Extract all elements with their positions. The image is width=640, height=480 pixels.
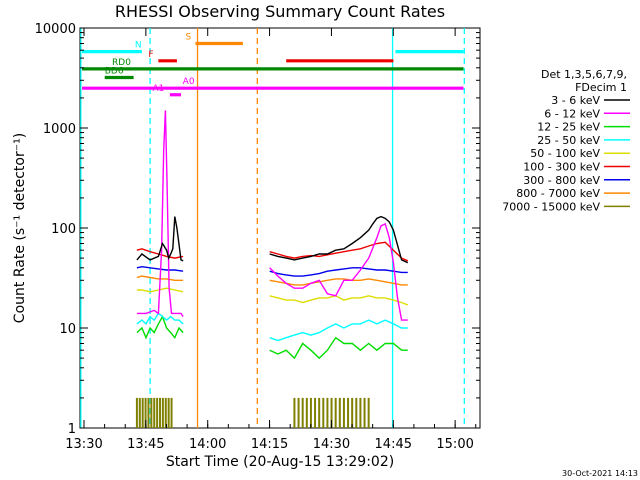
series-6-12-kev — [136, 110, 408, 321]
series-line-segment — [136, 265, 184, 272]
legend-label: 100 - 300 keV — [523, 161, 600, 174]
x-tick-label: 14:15 — [251, 437, 288, 452]
series-3-6-kev — [136, 215, 409, 264]
flag-label-s: S — [185, 32, 191, 42]
x-tick-label: 14:00 — [189, 437, 226, 452]
x-tick-label: 14:45 — [375, 437, 412, 452]
series-line-segment — [269, 267, 408, 277]
series-line-segment — [269, 222, 408, 321]
series-line-segment — [269, 336, 408, 360]
series-line-segment — [269, 319, 408, 342]
series-line-segment — [269, 295, 409, 306]
flag-label-a0: A0 — [183, 77, 195, 87]
series-100-300-kev — [136, 241, 409, 262]
legend-header-line: FDecim 1 — [575, 81, 627, 94]
axes-ticks: 13:30 13:45 14:00 14:15 14:30 14:45 15:00 1 10 10… — [35, 22, 480, 452]
chart-title: RHESSI Observing Summary Count Rates — [115, 2, 445, 21]
series-300-800-kev — [136, 265, 408, 277]
flag-label-f: F — [148, 50, 153, 60]
legend-label: 7000 - 15000 keV — [502, 200, 600, 213]
x-axis-label: Start Time (20-Aug-15 13:29:02) — [166, 454, 394, 470]
x-tick-label: 15:00 — [436, 437, 473, 452]
y-tick-label: 1000 — [43, 122, 76, 137]
legend-label: 12 - 25 keV — [537, 121, 600, 134]
flag-label-bd6: BD6 — [105, 66, 124, 76]
y-axis-label: Count Rate (s⁻¹ detector⁻¹) — [12, 133, 28, 323]
y-tick-label: 1 — [68, 422, 76, 437]
series-line-segment — [136, 312, 184, 326]
flag-label-a1: A1 — [152, 84, 164, 94]
series-line-segment — [269, 215, 409, 264]
series-25-50-kev — [136, 312, 408, 342]
series-800-7000-kev — [136, 275, 408, 286]
series-line-segment — [269, 241, 409, 262]
series-line-segment — [136, 287, 184, 293]
y-tick-label: 10000 — [35, 22, 76, 37]
series-line-segment — [269, 278, 408, 286]
flag-label-n: N — [135, 41, 142, 51]
series-line-segment — [136, 110, 184, 317]
legend-label: 25 - 50 keV — [537, 134, 600, 147]
series-line-segment — [136, 314, 184, 340]
series-line-segment — [136, 275, 184, 281]
series-line-segment — [136, 248, 184, 259]
flag-label-rd0: RD0 — [112, 58, 131, 68]
series-12-25-kev — [136, 314, 408, 360]
x-tick-label: 13:30 — [65, 437, 102, 452]
legend-label: 6 - 12 keV — [544, 107, 600, 120]
y-tick-label: 10 — [59, 322, 76, 337]
series-line-segment — [136, 216, 184, 262]
x-tick-label: 13:45 — [127, 437, 164, 452]
footer-timestamp: 30-Oct-2021 14:13 — [562, 469, 638, 478]
legend-label: 50 - 100 keV — [530, 147, 600, 160]
series-50-100-kev — [136, 287, 409, 306]
series-7000-15000-kev — [135, 397, 370, 428]
legend-label: 300 - 800 keV — [523, 174, 600, 187]
legend-label: 800 - 7000 keV — [516, 187, 600, 200]
legend-header-line: Det 1,3,5,6,7,9, — [541, 68, 627, 81]
legend-label: 3 - 6 keV — [551, 94, 600, 107]
y-tick-label: 100 — [51, 222, 76, 237]
series-lines — [135, 110, 409, 428]
x-tick-label: 14:30 — [313, 437, 350, 452]
